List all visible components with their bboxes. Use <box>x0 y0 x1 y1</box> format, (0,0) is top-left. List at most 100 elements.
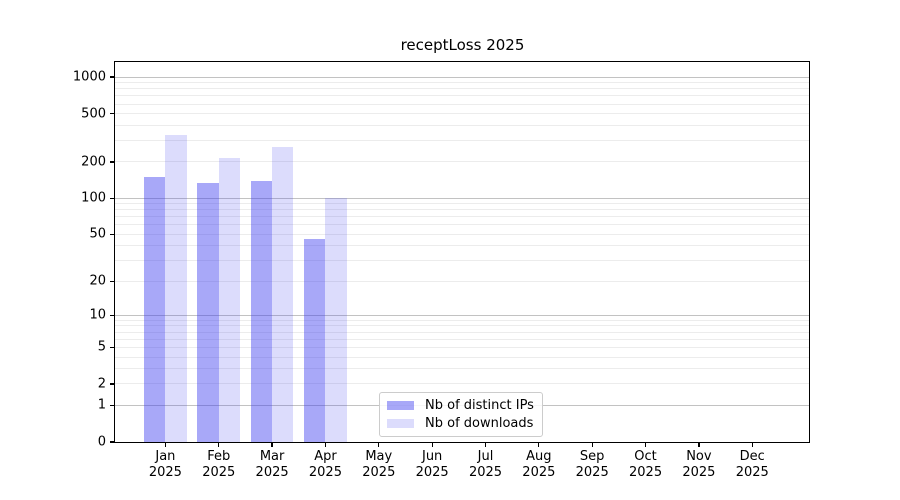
bar-distinct-ips-apr <box>304 238 326 442</box>
gridline-minor <box>115 325 809 327</box>
x-tick-label-month: Mar <box>259 449 285 464</box>
legend-item-downloads: Nb of downloads <box>387 416 536 431</box>
y-tick-mark <box>109 383 114 385</box>
y-tick-mark <box>109 197 114 199</box>
gridline-minor <box>115 245 809 247</box>
bar-downloads-feb <box>218 158 241 442</box>
gridline-minor <box>115 260 809 262</box>
legend: Nb of distinct IPs Nb of downloads <box>379 392 543 437</box>
gridline-minor <box>115 356 809 358</box>
x-tick-mark <box>378 443 380 448</box>
y-tick-mark <box>109 404 114 407</box>
x-tick-label: Oct 2025 <box>614 449 678 481</box>
gridline-minor <box>115 88 809 90</box>
y-tick-label: 5 <box>97 339 106 355</box>
gridline-minor <box>115 203 809 205</box>
x-tick-label-year: 2025 <box>629 465 663 480</box>
gridline-minor <box>115 209 809 211</box>
gridline-minor <box>115 224 809 226</box>
x-tick-label-year: 2025 <box>468 465 503 480</box>
gridline-minor <box>115 280 809 282</box>
gridline-minor <box>115 233 809 235</box>
x-tick-label-month: Apr <box>314 449 337 464</box>
chart-title: receptLoss 2025 <box>400 36 525 54</box>
gridline-minor <box>115 216 809 218</box>
gridline-minor <box>115 319 809 321</box>
x-tick-label: Feb 2025 <box>187 449 251 481</box>
x-tick-mark <box>751 443 753 448</box>
gridline-minor <box>115 82 809 84</box>
x-tick-label: Jun 2025 <box>400 449 464 481</box>
gridline-minor <box>115 346 809 348</box>
x-tick-mark <box>644 443 647 448</box>
x-tick-mark <box>538 443 540 448</box>
bar-downloads-jan <box>165 134 187 442</box>
x-tick-label-month: Jul <box>477 449 494 464</box>
y-tick-mark <box>109 76 114 78</box>
x-tick-label-year: 2025 <box>362 465 396 480</box>
x-tick-mark <box>591 443 593 448</box>
x-tick-label-month: May <box>365 449 393 464</box>
y-tick-mark <box>109 441 114 443</box>
x-tick-label: Nov 2025 <box>667 449 731 481</box>
y-tick-label: 0 <box>97 434 106 450</box>
bar-downloads-apr <box>325 198 347 442</box>
legend-label-downloads: Nb of downloads <box>425 416 534 431</box>
y-tick-label: 1 <box>97 397 106 413</box>
legend-label-distinct-ips: Nb of distinct IPs <box>425 398 534 413</box>
y-tick-mark <box>109 113 114 115</box>
x-tick-mark <box>484 443 487 448</box>
gridline-minor <box>115 113 809 115</box>
x-tick-label-month: Feb <box>207 449 231 464</box>
legend-item-distinct-ips: Nb of distinct IPs <box>387 398 536 413</box>
gridline-minor <box>115 383 809 385</box>
x-tick-label-year: 2025 <box>255 465 289 480</box>
legend-swatch-downloads <box>387 419 414 428</box>
x-tick-label-year: 2025 <box>148 465 182 480</box>
y-tick-mark <box>109 346 114 349</box>
bar-distinct-ips-jan <box>144 177 166 442</box>
bar-distinct-ips-feb <box>197 183 219 442</box>
x-tick-label: May 2025 <box>347 449 411 481</box>
gridline-minor <box>115 124 809 126</box>
x-tick-label: Jan 2025 <box>133 449 197 481</box>
gridline-minor <box>115 338 809 340</box>
y-tick-mark <box>109 314 114 316</box>
legend-swatch-distinct-ips <box>387 401 414 410</box>
y-tick-label: 20 <box>89 273 106 289</box>
x-tick-label-month: Jan <box>155 449 176 464</box>
x-tick-label-month: Aug <box>526 449 552 464</box>
x-tick-label-year: 2025 <box>202 465 236 480</box>
y-tick-mark <box>109 280 114 282</box>
x-tick-label: Sep 2025 <box>560 449 624 481</box>
y-tick-mark <box>109 161 114 163</box>
gridline-minor <box>115 368 809 370</box>
gridline-major <box>115 314 809 316</box>
x-tick-mark <box>271 443 273 448</box>
x-tick-label-month: Sep <box>579 449 605 464</box>
x-tick-label: Mar 2025 <box>240 449 304 481</box>
x-tick-mark <box>698 443 700 448</box>
y-tick-label: 500 <box>81 106 106 122</box>
x-tick-label-year: 2025 <box>735 465 769 480</box>
x-tick-label-year: 2025 <box>415 465 449 480</box>
gridline-major <box>115 76 809 78</box>
gridline-minor <box>115 140 809 142</box>
plot-area: 0 1 2 5 10 20 50 100 200 500 1000 Jan 2025 Feb 2025 Mar… <box>73 61 810 480</box>
gridline-minor <box>115 95 809 97</box>
x-tick-label: Dec 2025 <box>720 449 784 481</box>
y-tick-label: 2 <box>97 376 106 392</box>
gridline-minor <box>115 331 809 333</box>
y-tick-label: 1000 <box>72 69 106 85</box>
x-tick-label-year: 2025 <box>308 465 342 480</box>
x-tick-mark <box>164 443 167 448</box>
x-tick-label-month: Dec <box>739 449 765 464</box>
x-tick-mark <box>324 443 327 448</box>
y-tick-label: 200 <box>81 154 106 170</box>
gridline-minor <box>115 103 809 105</box>
x-tick-label: Aug 2025 <box>507 449 571 481</box>
x-tick-label-month: Oct <box>634 449 657 464</box>
y-tick-label: 10 <box>89 307 106 323</box>
x-tick-mark <box>218 443 220 448</box>
